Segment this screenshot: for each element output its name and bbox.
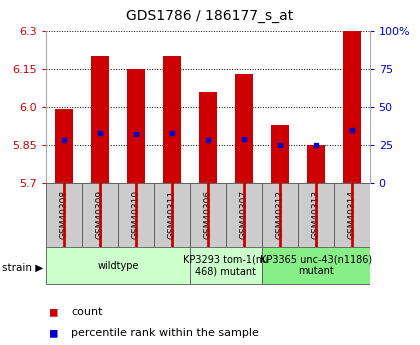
Bar <box>262 183 298 247</box>
Bar <box>55 109 73 183</box>
Bar <box>154 183 190 247</box>
Text: strain ▶: strain ▶ <box>2 263 43 272</box>
Bar <box>262 247 370 284</box>
Bar <box>199 92 217 183</box>
Bar <box>343 31 361 183</box>
Text: GDS1786 / 186177_s_at: GDS1786 / 186177_s_at <box>126 9 294 23</box>
Text: percentile rank within the sample: percentile rank within the sample <box>71 328 259 338</box>
Text: wildtype: wildtype <box>97 261 139 270</box>
Bar <box>91 56 109 183</box>
Text: ■: ■ <box>50 326 58 339</box>
Text: count: count <box>71 307 103 317</box>
Text: ■: ■ <box>50 306 58 319</box>
Bar <box>163 56 181 183</box>
Text: GSM40314: GSM40314 <box>347 190 356 239</box>
Bar <box>46 183 82 247</box>
Text: GSM40312: GSM40312 <box>275 190 284 239</box>
Bar <box>127 69 145 183</box>
Bar <box>226 183 262 247</box>
Text: GSM40309: GSM40309 <box>96 190 105 239</box>
Bar <box>307 145 325 183</box>
Bar <box>190 247 262 284</box>
Text: GSM40307: GSM40307 <box>239 190 248 239</box>
Text: KP3293 tom-1(nu
468) mutant: KP3293 tom-1(nu 468) mutant <box>183 255 268 276</box>
Text: GSM40313: GSM40313 <box>311 190 320 239</box>
Bar <box>271 125 289 183</box>
Bar <box>298 183 333 247</box>
Bar <box>46 247 190 284</box>
Bar <box>235 74 253 183</box>
Text: GSM40310: GSM40310 <box>131 190 141 239</box>
Bar <box>118 183 154 247</box>
Bar <box>333 183 370 247</box>
Text: GSM40311: GSM40311 <box>168 190 176 239</box>
Text: KP3365 unc-43(n1186)
mutant: KP3365 unc-43(n1186) mutant <box>260 255 372 276</box>
Bar <box>190 183 226 247</box>
Bar <box>82 183 118 247</box>
Text: GSM40306: GSM40306 <box>203 190 213 239</box>
Text: GSM40308: GSM40308 <box>60 190 68 239</box>
